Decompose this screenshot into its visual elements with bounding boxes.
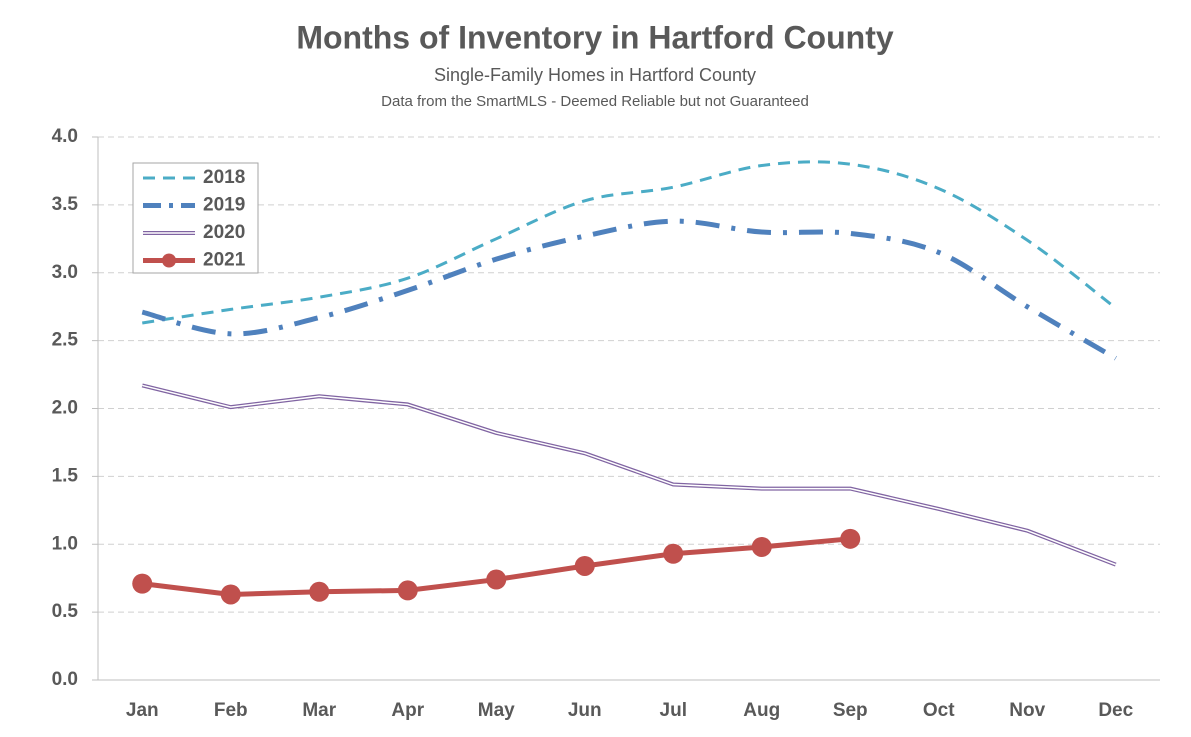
chart-subtitle: Single-Family Homes in Hartford County bbox=[434, 65, 756, 85]
series-marker bbox=[486, 569, 507, 590]
series-marker bbox=[220, 584, 241, 605]
legend-label: 2021 bbox=[203, 250, 246, 271]
legend-label: 2018 bbox=[203, 167, 245, 188]
y-tick-label: 1.5 bbox=[52, 465, 79, 486]
series-marker bbox=[751, 536, 772, 557]
series-marker bbox=[840, 528, 861, 549]
x-tick-label: Dec bbox=[1098, 700, 1133, 721]
series-line bbox=[142, 160, 1117, 325]
y-tick-label: 2.5 bbox=[52, 330, 79, 351]
x-tick-label: Jun bbox=[568, 700, 602, 721]
y-tick-label: 3.5 bbox=[52, 194, 79, 215]
series-marker bbox=[132, 573, 153, 594]
x-tick-label: Mar bbox=[302, 700, 336, 721]
legend-label: 2019 bbox=[203, 195, 245, 216]
chart-note: Data from the SmartMLS - Deemed Reliable… bbox=[381, 93, 809, 110]
x-tick-label: Nov bbox=[1009, 700, 1045, 721]
y-tick-label: 4.0 bbox=[52, 126, 78, 147]
x-tick-label: Jul bbox=[660, 700, 687, 721]
x-tick-label: Apr bbox=[391, 700, 424, 721]
y-tick-label: 0.5 bbox=[52, 601, 79, 622]
legend-label: 2020 bbox=[203, 222, 245, 243]
x-tick-label: Sep bbox=[833, 700, 868, 721]
series-marker bbox=[397, 580, 418, 601]
x-tick-label: Oct bbox=[923, 700, 955, 721]
series-line bbox=[141, 218, 1118, 361]
series-line-inner bbox=[142, 384, 1117, 566]
chart-title: Months of Inventory in Hartford County bbox=[296, 19, 894, 55]
series-marker bbox=[309, 581, 330, 602]
legend-marker bbox=[162, 253, 176, 268]
x-tick-label: May bbox=[478, 700, 515, 721]
series-marker bbox=[663, 543, 684, 564]
x-tick-label: Aug bbox=[743, 700, 780, 721]
legend-box bbox=[132, 162, 259, 274]
y-tick-label: 3.0 bbox=[52, 262, 78, 283]
y-tick-label: 1.0 bbox=[52, 533, 78, 554]
series-marker bbox=[574, 555, 595, 576]
x-tick-label: Jan bbox=[126, 700, 159, 721]
y-tick-label: 0.0 bbox=[52, 669, 78, 690]
y-tick-label: 2.0 bbox=[52, 398, 78, 419]
x-tick-label: Feb bbox=[214, 700, 248, 721]
